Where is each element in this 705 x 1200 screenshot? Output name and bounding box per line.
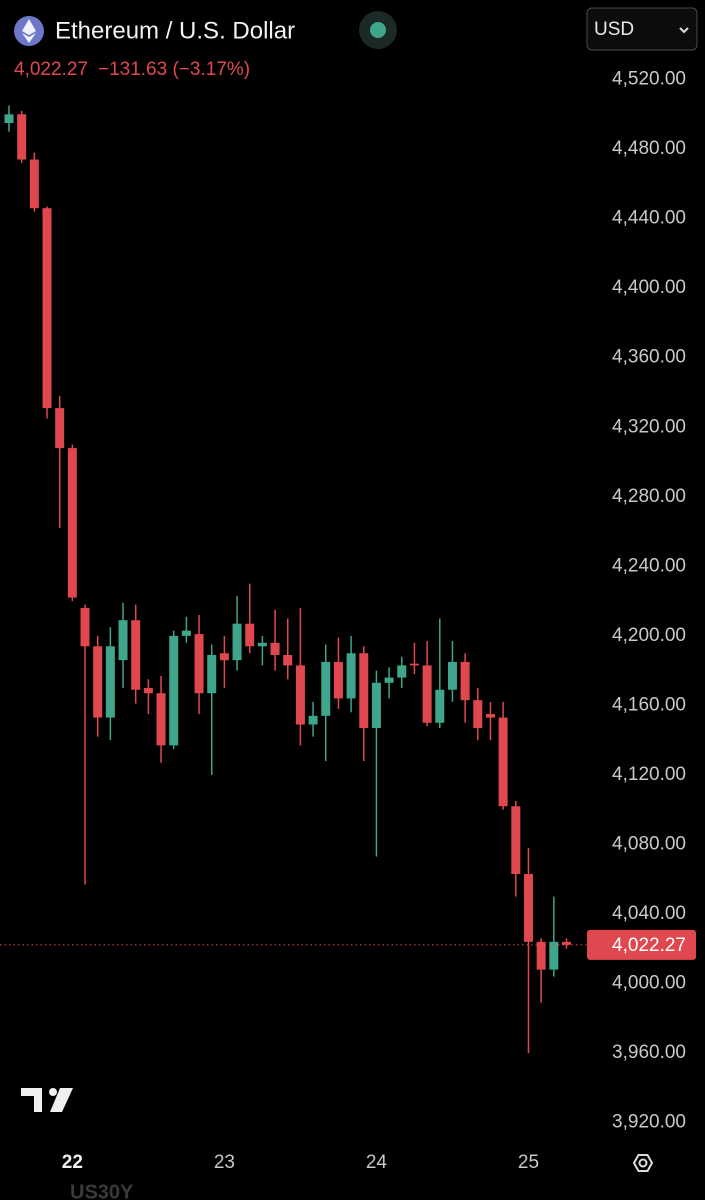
last-price-label: 4,022.27	[612, 935, 686, 956]
header-price: 4,022.27	[14, 59, 88, 80]
tv-logo	[21, 1088, 73, 1112]
dropdown-arrow	[679, 27, 689, 34]
candle-body	[219, 653, 229, 661]
y-tick-label: 3,920.00	[612, 1112, 686, 1133]
candle-body	[359, 653, 369, 728]
candle-body	[67, 448, 77, 598]
candle-body	[42, 208, 52, 409]
x-tick-label: 25	[518, 1152, 539, 1173]
candle-body	[131, 620, 141, 690]
status-dot	[370, 22, 386, 38]
y-tick-label: 4,520.00	[612, 69, 686, 90]
candle-body	[169, 635, 179, 746]
candle-body	[245, 623, 255, 647]
candle-body	[308, 715, 318, 725]
candle-body	[485, 714, 495, 718]
candle-body	[409, 663, 419, 666]
candle-body	[93, 646, 103, 718]
candle-body	[473, 700, 483, 728]
x-tick-label: 22	[62, 1152, 83, 1173]
y-tick-label: 4,360.00	[612, 347, 686, 368]
y-tick-label: 4,200.00	[612, 625, 686, 646]
candle-body	[435, 689, 445, 723]
candle-body	[283, 654, 293, 666]
candle-body	[181, 630, 191, 636]
currency-label[interactable]: USD	[594, 19, 634, 40]
candle-body	[321, 661, 331, 716]
x-tick-label: 23	[214, 1152, 235, 1173]
candle-body	[29, 159, 39, 209]
candle-body	[447, 661, 457, 690]
candle-body	[371, 682, 381, 728]
last-price-badge	[587, 929, 696, 960]
y-tick-label: 4,120.00	[612, 764, 686, 785]
y-tick-label: 4,400.00	[612, 277, 686, 298]
candle-body	[232, 623, 242, 661]
candle-body	[561, 941, 571, 945]
candle-body	[143, 688, 153, 694]
candle-body	[460, 661, 470, 701]
candle-body	[55, 408, 65, 449]
candle-body	[257, 642, 267, 647]
candle-body	[270, 642, 280, 655]
candle-body	[523, 874, 533, 942]
candle-body	[80, 608, 90, 647]
candle-body	[498, 717, 508, 807]
candle-body	[397, 665, 407, 678]
y-tick-label: 4,280.00	[612, 486, 686, 507]
candle-body	[207, 654, 217, 694]
candle-body	[17, 114, 27, 160]
candle-body	[4, 114, 14, 124]
y-tick-label: 4,240.00	[612, 555, 686, 576]
chart-title: Ethereum / U.S. Dollar	[55, 17, 295, 44]
candle-body	[536, 941, 546, 970]
candle-body	[105, 646, 115, 718]
x-tick-label: 24	[366, 1152, 388, 1173]
tv-logo-dot	[49, 1088, 57, 1096]
header-change: −131.63 (−3.17%)	[98, 59, 250, 80]
eth-logo-glyph	[22, 19, 36, 43]
candle-body	[384, 677, 394, 683]
candle-body	[333, 661, 343, 699]
y-tick-label: 4,320.00	[612, 416, 686, 437]
settings-icon[interactable]	[632, 1154, 654, 1172]
currency-select[interactable]	[586, 7, 698, 51]
y-tick-label: 4,000.00	[612, 973, 686, 994]
candle-body	[156, 693, 166, 746]
candle-body	[511, 806, 521, 875]
y-tick-label: 4,080.00	[612, 833, 686, 854]
y-tick-label: 4,040.00	[612, 903, 686, 924]
y-tick-label: 4,440.00	[612, 208, 686, 229]
candle-body	[118, 620, 128, 661]
y-tick-label: 4,480.00	[612, 138, 686, 159]
candle-body	[295, 665, 305, 725]
candle-body	[549, 941, 559, 970]
candle-body	[346, 653, 356, 699]
settings-icon-center	[638, 1158, 648, 1168]
candle-body	[194, 634, 204, 694]
y-tick-label: 3,960.00	[612, 1042, 686, 1063]
candle-body	[422, 665, 432, 723]
footer-symbol: US30Y	[70, 1181, 134, 1200]
y-tick-label: 4,160.00	[612, 694, 686, 715]
